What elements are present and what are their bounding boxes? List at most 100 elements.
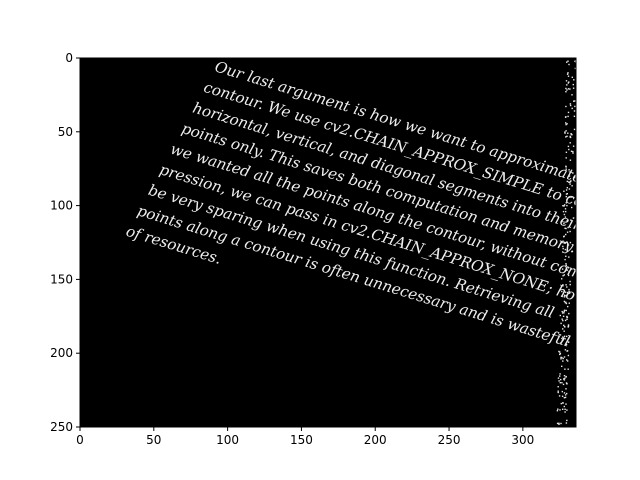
noise-dot xyxy=(563,310,565,312)
noise-dot xyxy=(564,116,567,118)
noise-dot xyxy=(562,336,564,338)
noise-dot xyxy=(564,248,567,251)
noise-dot xyxy=(567,75,570,77)
noise-dot xyxy=(564,319,567,322)
noise-dot xyxy=(564,131,566,133)
noise-dot xyxy=(574,60,576,62)
noise-dot xyxy=(570,150,573,152)
noise-dot xyxy=(566,316,569,319)
noise-dot xyxy=(567,82,569,84)
noise-dot xyxy=(567,266,569,268)
noise-dot xyxy=(558,422,560,424)
noise-dot xyxy=(563,392,566,394)
noise-dot xyxy=(557,390,559,392)
noise-dot xyxy=(570,133,572,135)
noise-dot xyxy=(568,312,570,315)
noise-dot xyxy=(562,319,564,322)
noise-dot xyxy=(565,343,568,346)
plot-image xyxy=(80,58,576,427)
noise-dot xyxy=(564,408,566,410)
noise-dot xyxy=(562,284,564,286)
noise-dot xyxy=(560,422,562,425)
noise-dot xyxy=(559,314,561,317)
noise-dot xyxy=(565,151,568,153)
noise-dot xyxy=(566,135,568,137)
noise-dot xyxy=(567,111,570,114)
noise-dot xyxy=(563,190,565,192)
noise-dot xyxy=(561,290,563,293)
noise-dot xyxy=(565,136,567,138)
noise-dot xyxy=(565,123,567,126)
noise-dot xyxy=(559,375,561,377)
noise-dot xyxy=(559,409,561,411)
noise-dot xyxy=(569,283,571,286)
noise-dot xyxy=(559,373,561,375)
noise-dot xyxy=(567,72,569,74)
noise-dot xyxy=(569,196,571,198)
noise-dot xyxy=(567,115,569,118)
noise-dot xyxy=(563,294,566,296)
noise-dot xyxy=(572,83,574,86)
noise-dot xyxy=(563,325,566,328)
noise-dot xyxy=(564,338,566,340)
noise-dot xyxy=(563,223,565,225)
noise-dot xyxy=(567,60,569,62)
noise-dot xyxy=(559,382,561,384)
y-tick-label: 0 xyxy=(65,51,73,65)
noise-dot xyxy=(557,391,559,394)
noise-dot xyxy=(562,408,564,410)
x-tick-label: 100 xyxy=(216,433,239,447)
noise-dot xyxy=(564,132,566,134)
noise-dot xyxy=(563,300,566,303)
noise-dot xyxy=(560,295,563,297)
noise-dot xyxy=(562,312,564,314)
noise-dot xyxy=(568,169,570,171)
noise-dot xyxy=(574,67,576,70)
noise-dot xyxy=(569,241,572,244)
noise-dot xyxy=(564,208,567,210)
noise-dot xyxy=(566,84,568,86)
x-tick-label: 200 xyxy=(364,433,387,447)
noise-dot xyxy=(567,360,569,362)
noise-dot xyxy=(558,423,560,425)
noise-dot xyxy=(571,107,573,110)
noise-dot xyxy=(564,394,567,396)
noise-dot xyxy=(565,227,567,230)
noise-dot xyxy=(566,61,568,63)
noise-dot xyxy=(567,341,570,343)
noise-dot xyxy=(566,392,568,395)
noise-dot xyxy=(566,409,568,411)
noise-dot xyxy=(561,382,563,384)
noise-dot xyxy=(570,219,572,221)
noise-dot xyxy=(563,375,566,377)
noise-dot xyxy=(568,148,570,151)
noise-dot xyxy=(571,76,573,78)
noise-dot xyxy=(573,100,575,102)
noise-dot xyxy=(562,210,565,213)
noise-dot xyxy=(564,216,567,218)
noise-dot xyxy=(569,181,571,184)
noise-dot xyxy=(559,353,562,355)
noise-dot xyxy=(566,204,568,207)
noise-dot xyxy=(567,354,570,357)
noise-dot xyxy=(558,334,561,336)
noise-dot xyxy=(573,115,576,117)
y-tick-label: 250 xyxy=(50,420,73,434)
noise-dot xyxy=(565,263,567,265)
noise-dot xyxy=(568,181,570,183)
noise-dot xyxy=(567,305,569,308)
noise-dot xyxy=(558,380,560,382)
noise-dot xyxy=(572,145,575,147)
noise-dot xyxy=(565,193,568,195)
noise-dot xyxy=(563,204,566,206)
noise-dot xyxy=(563,378,565,380)
x-tick-label: 0 xyxy=(76,433,84,447)
noise-dot xyxy=(567,368,569,370)
noise-dot xyxy=(567,274,570,277)
noise-dot xyxy=(565,195,567,198)
noise-dot xyxy=(565,265,567,267)
noise-dot xyxy=(565,255,567,257)
noise-dot xyxy=(564,349,567,351)
noise-dot xyxy=(568,270,570,273)
